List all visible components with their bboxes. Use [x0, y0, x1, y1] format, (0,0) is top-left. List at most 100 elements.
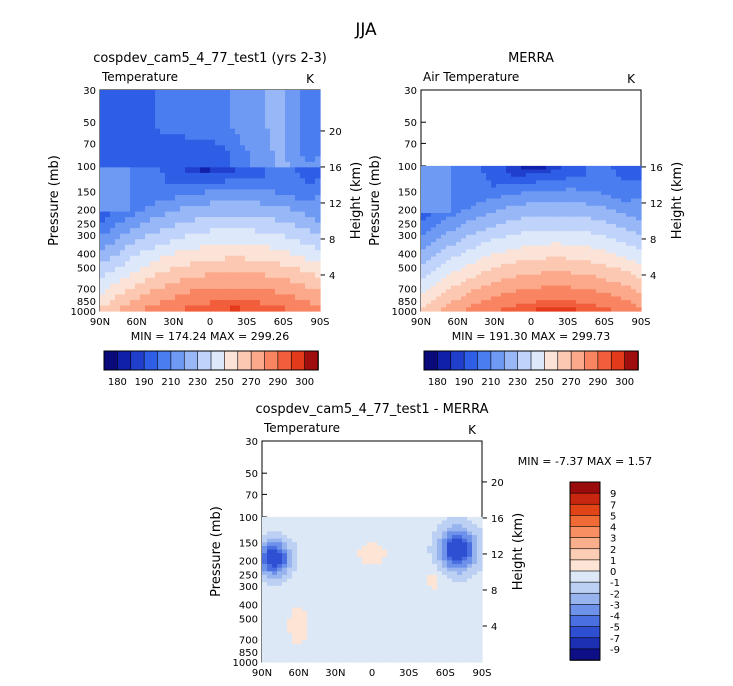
colorbar-swatch [183, 350, 199, 371]
contour-cell [456, 184, 462, 189]
contour-cell [327, 520, 333, 525]
contour-cell [145, 106, 151, 113]
contour-cell [481, 296, 487, 301]
contour-cell [511, 292, 517, 298]
contour-cell [205, 112, 211, 119]
contour-cell [100, 106, 106, 113]
contour-cell [397, 582, 403, 587]
height-tick-label: 4 [329, 271, 335, 282]
contour-cell [611, 278, 617, 283]
contour-cell [190, 139, 196, 146]
contour-cell [486, 180, 492, 185]
contour-cell [422, 538, 428, 543]
contour-cell [611, 285, 617, 290]
contour-cell [407, 531, 413, 536]
contour-cell [285, 239, 291, 246]
contour-cell [185, 139, 191, 146]
contour-cell [200, 123, 206, 130]
contour-cell [591, 194, 597, 200]
contour-cell [290, 266, 296, 273]
contour-cell [155, 283, 161, 290]
contour-cell [155, 211, 161, 218]
contour-cell [307, 542, 313, 547]
contour-cell [402, 614, 408, 620]
contour-cell [427, 549, 433, 554]
contour-cell [551, 256, 557, 261]
contour-cell [220, 200, 226, 207]
contour-cell [180, 106, 186, 113]
contour-cell [230, 200, 236, 207]
contour-cell [290, 183, 296, 191]
contour-cell [456, 165, 462, 171]
contour-cell [105, 189, 111, 196]
contour-cell [427, 564, 433, 569]
contour-cell [300, 123, 306, 130]
contour-cell [452, 582, 458, 587]
y-axis-right-label: Height (km) [349, 162, 364, 239]
contour-cell [491, 271, 497, 276]
contour-cell [462, 603, 468, 609]
contour-cell [387, 607, 393, 612]
contour-cell [270, 266, 276, 273]
contour-cell [287, 582, 293, 587]
contour-cell [295, 228, 301, 235]
contour-cell [140, 145, 146, 152]
contour-cell [150, 117, 156, 124]
contour-cell [280, 156, 286, 163]
contour-cell [282, 593, 288, 598]
contour-cell [265, 172, 271, 180]
contour-cell [180, 167, 186, 174]
contour-cell [407, 574, 413, 580]
contour-cell [467, 527, 473, 532]
contour-cell [571, 173, 577, 178]
contour-cell [536, 187, 542, 192]
contour-cell [250, 244, 256, 251]
contour-cell [270, 294, 276, 301]
contour-cell [170, 277, 176, 284]
contour-cell [392, 589, 398, 594]
contour-cell [347, 538, 353, 543]
contour-cell [417, 556, 423, 562]
contour-cell [621, 191, 627, 196]
contour-cell [621, 256, 627, 261]
contour-cell [521, 267, 527, 272]
contour-cell [235, 178, 241, 185]
contour-cell [601, 256, 607, 261]
contour-cell [561, 202, 567, 207]
contour-cell [561, 191, 567, 196]
contour-cell [526, 252, 532, 258]
contour-cell [467, 538, 473, 543]
contour-cell [185, 250, 191, 257]
contour-cell [536, 176, 542, 181]
contour-cell [616, 173, 622, 178]
contour-cell [185, 167, 191, 174]
contour-cell [496, 198, 502, 203]
contour-cell [160, 178, 166, 185]
contour-cell [501, 234, 507, 240]
contour-cell [195, 139, 201, 146]
contour-cell [347, 531, 353, 536]
contour-cell [322, 527, 328, 532]
contour-cell [591, 198, 597, 203]
contour-cell [447, 549, 453, 554]
contour-cell [215, 189, 221, 196]
contour-cell [240, 277, 246, 284]
contour-cell [412, 545, 418, 551]
contour-cell [382, 611, 388, 616]
contour-cell [571, 198, 577, 203]
contour-cell [145, 112, 151, 119]
contour-cell [536, 285, 542, 290]
contour-cell [100, 228, 106, 235]
contour-cell [461, 176, 467, 181]
contour-cell [441, 278, 447, 283]
contour-cell [422, 614, 428, 620]
contour-cell [596, 289, 602, 294]
contour-cell [451, 274, 457, 279]
contour-cell [407, 593, 413, 598]
contour-cell [387, 527, 393, 532]
contour-cell [516, 303, 522, 308]
contour-cell [377, 549, 383, 554]
height-tick-label: 8 [650, 235, 656, 246]
contour-cell [160, 117, 166, 124]
